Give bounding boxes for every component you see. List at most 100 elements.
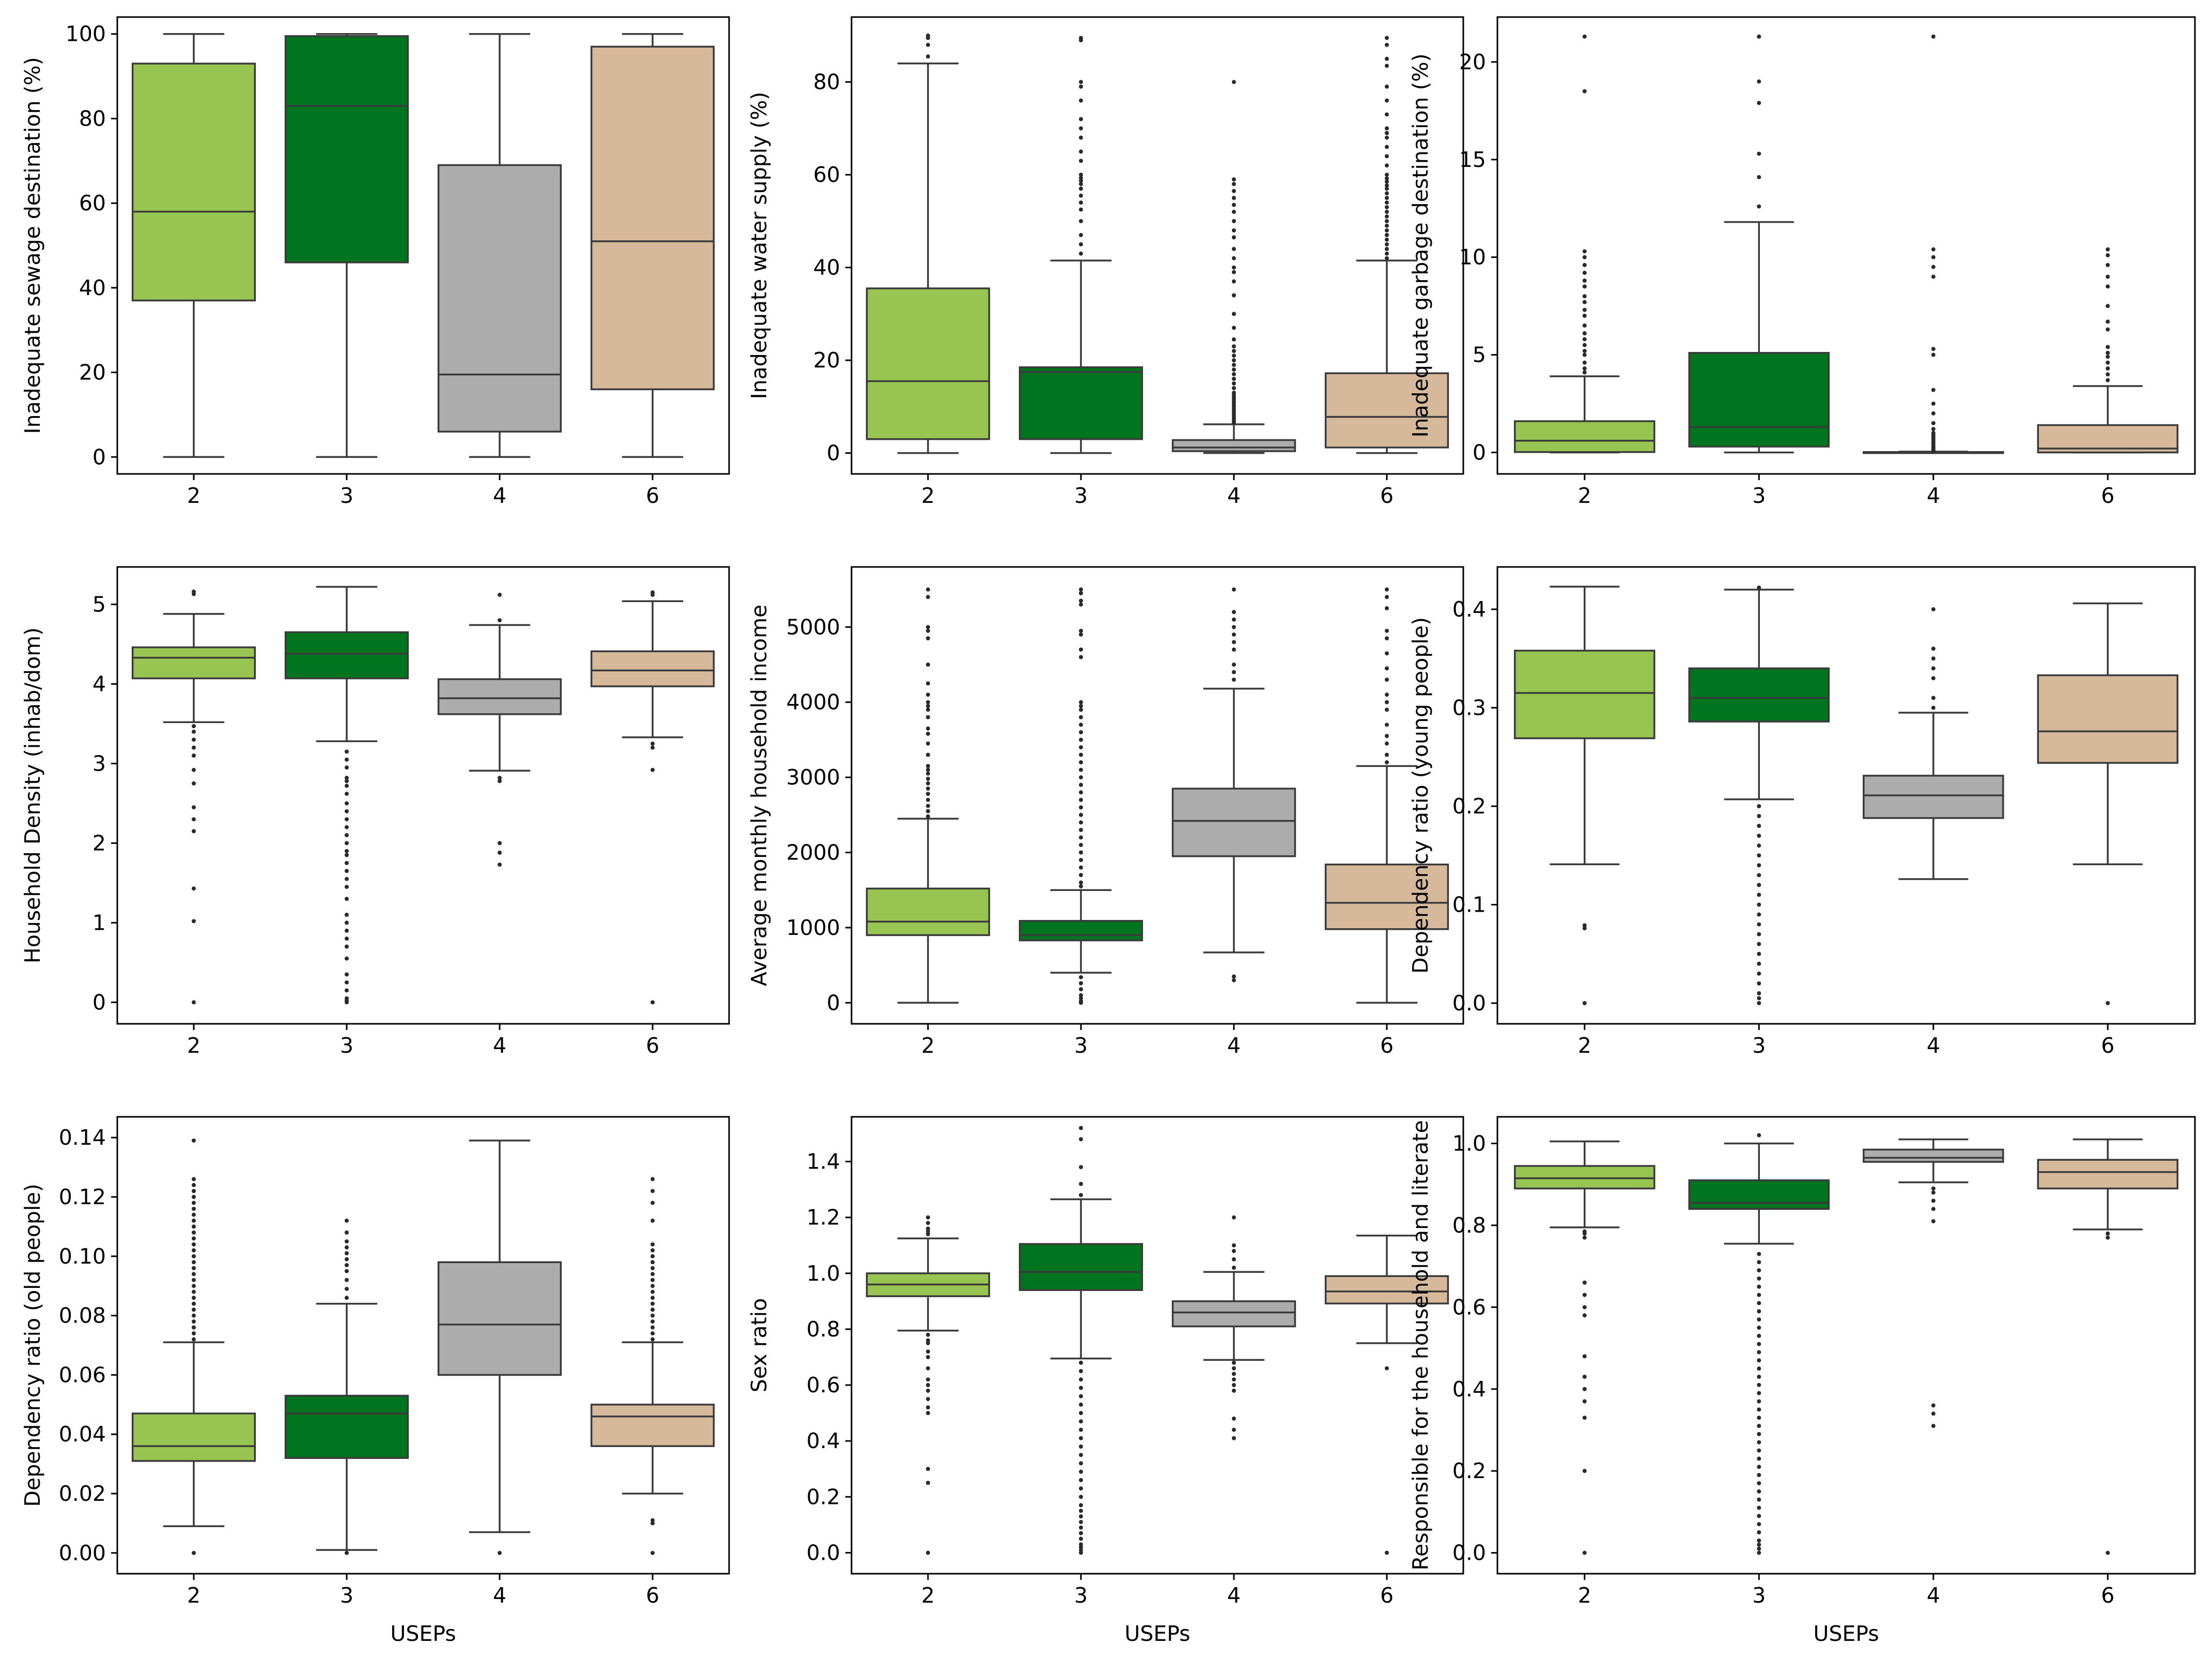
flier-point: [1232, 80, 1236, 84]
flier-point: [926, 708, 930, 712]
iqr-box: [865, 287, 991, 440]
y-axis-label: Dependency ratio (young people): [1408, 617, 1433, 974]
flier-point: [1757, 1268, 1761, 1273]
y-axis-label: Household Density (inhab/dom): [20, 627, 45, 963]
x-tick-label: 6: [646, 1033, 659, 1058]
flier-point: [192, 753, 196, 758]
y-tick-label: 40: [79, 275, 106, 300]
flier-point: [1232, 1265, 1236, 1270]
flier-point: [1757, 1391, 1761, 1395]
flier-point: [2106, 304, 2110, 309]
flier-point: [1385, 595, 1389, 600]
flier-point: [1931, 1190, 1936, 1195]
flier-point: [1757, 1432, 1761, 1436]
flier-point: [1232, 189, 1236, 193]
flier-point: [1079, 996, 1083, 1001]
flier-point: [1385, 741, 1389, 746]
y-tick-label: 40: [813, 255, 840, 280]
flier-point: [345, 1218, 349, 1223]
flier-point: [1385, 209, 1389, 214]
flier-point: [192, 919, 196, 924]
flier-point: [345, 833, 349, 838]
y-tick-label: 0.0: [1452, 991, 1486, 1016]
flier-point: [2106, 372, 2110, 377]
flier-point: [1385, 256, 1389, 260]
y-tick-label: 0.6: [1452, 1295, 1486, 1319]
flier-point: [1931, 1186, 1936, 1191]
flier-point: [1757, 1522, 1761, 1527]
flier-point: [1931, 1424, 1936, 1428]
flier-point: [1385, 752, 1389, 757]
flier-point: [345, 1269, 349, 1273]
flier-point: [1232, 1377, 1236, 1382]
x-tick-label: 4: [493, 1583, 506, 1608]
flier-point: [1079, 98, 1083, 103]
flier-point: [1079, 193, 1083, 198]
flier-point: [1757, 1424, 1761, 1428]
y-tick-label: 1: [92, 910, 106, 935]
flier-point: [1582, 1374, 1587, 1379]
box-sex-ratio-4: [1171, 1215, 1296, 1440]
box-literate-4: [1863, 1138, 2004, 1428]
y-tick-label: 10: [1459, 245, 1486, 270]
flier-point: [1232, 247, 1236, 251]
iqr-box: [590, 45, 715, 391]
flier-point: [926, 786, 930, 791]
flier-point: [1931, 1207, 1936, 1211]
y-tick-label: 0.2: [807, 1484, 840, 1509]
iqr-box: [1171, 439, 1296, 452]
flier-point: [926, 809, 930, 813]
flier-point: [1079, 1181, 1083, 1186]
flier-point: [651, 1337, 655, 1342]
x-tick-label: 6: [2101, 1033, 2114, 1058]
flier-point: [651, 1550, 655, 1555]
flier-point: [1757, 961, 1761, 966]
iqr-box: [284, 35, 409, 264]
flier-point: [192, 1550, 196, 1555]
flier-point: [1079, 850, 1083, 855]
y-tick-label: 1.2: [807, 1205, 840, 1230]
plot-frame: [1496, 1116, 2196, 1575]
flier-point: [1385, 64, 1389, 68]
box-literate-2: [1514, 1140, 1656, 1555]
flier-point: [926, 726, 930, 731]
y-tick-label: 20: [813, 348, 840, 373]
flier-point: [192, 1230, 196, 1235]
flier-point: [651, 1260, 655, 1265]
flier-point: [1757, 1473, 1761, 1478]
y-tick-label: 1.0: [807, 1261, 840, 1286]
flier-point: [1079, 176, 1083, 180]
flier-point: [651, 1284, 655, 1288]
flier-point: [1757, 1416, 1761, 1420]
flier-point: [651, 1296, 655, 1300]
flier-point: [1582, 279, 1587, 283]
flier-point: [1757, 1481, 1761, 1485]
iqr-box: [590, 650, 715, 687]
flier-point: [651, 1272, 655, 1277]
flier-point: [1757, 1317, 1761, 1322]
box-water-6: [1324, 36, 1449, 454]
flier-point: [1385, 628, 1389, 633]
flier-point: [345, 913, 349, 917]
x-tick-label: 2: [187, 1033, 200, 1058]
flier-point: [651, 1189, 655, 1193]
y-tick-label: 5: [92, 592, 106, 617]
iqr-box: [865, 887, 991, 936]
y-tick-label: 2: [92, 831, 106, 855]
plot-frame: [1496, 16, 2196, 475]
flier-point: [345, 776, 349, 780]
flier-point: [1582, 263, 1587, 267]
flier-point: [1232, 203, 1236, 207]
flier-point: [1232, 312, 1236, 316]
flier-point: [345, 841, 349, 846]
flier-point: [1931, 274, 1936, 279]
flier-point: [1385, 1550, 1389, 1555]
x-tick-label: 2: [921, 1033, 935, 1058]
flier-point: [1757, 1505, 1761, 1510]
flier-point: [1582, 1280, 1587, 1285]
x-tick-label: 4: [1227, 483, 1241, 508]
flier-point: [926, 731, 930, 736]
flier-point: [1757, 932, 1761, 936]
flier-point: [1232, 1360, 1236, 1365]
flier-point: [1582, 1416, 1587, 1420]
